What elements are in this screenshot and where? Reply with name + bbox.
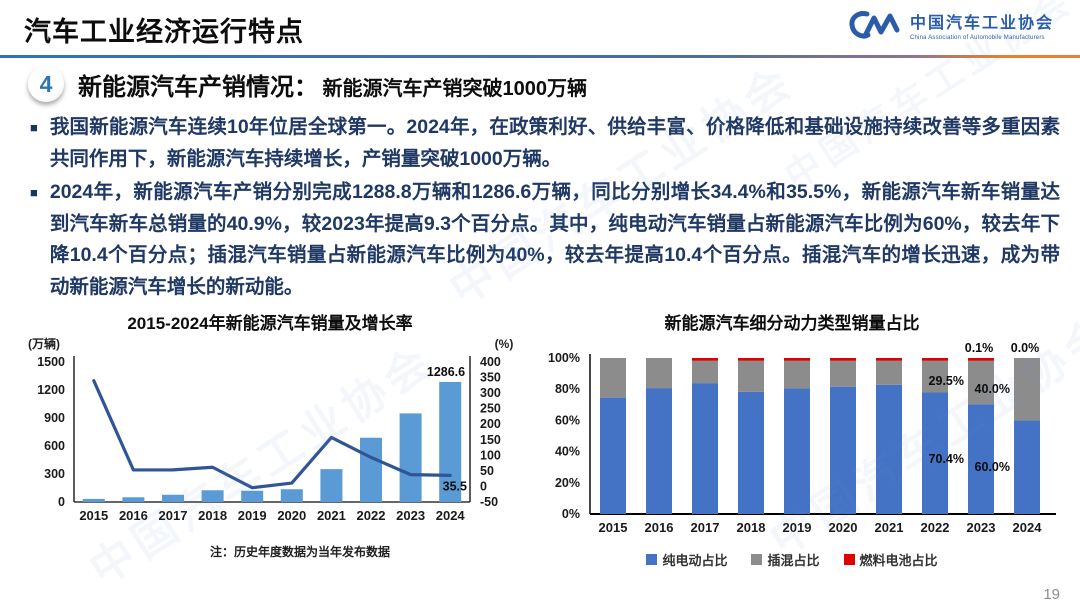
bev-legend-swatch-icon xyxy=(646,554,658,566)
bullet-list: ■ 我国新能源汽车连续10年位居全球第一。2024年，在政策利好、供给丰富、价格… xyxy=(30,112,1060,303)
svg-text:2015: 2015 xyxy=(599,520,628,535)
nev-sales-chart-title: 2015-2024年新能源汽车销量及增长率 xyxy=(127,314,413,334)
fcv-legend-swatch-icon xyxy=(843,554,855,566)
svg-text:2017: 2017 xyxy=(691,520,720,535)
svg-text:300: 300 xyxy=(44,467,65,481)
nev-sales-chart-panel: 2015-2024年新能源汽车销量及增长率 (万辆) (%) 0 300 600 900 1… xyxy=(0,309,522,569)
nev-sales-growth-chart: (万辆) (%)030060090012001500-50050100150200… xyxy=(28,336,514,523)
svg-text:20%: 20% xyxy=(555,476,580,490)
fcv-legend-label: 燃料电池占比 xyxy=(859,553,938,569)
powertrain-share-chart-panel: 新能源汽车细分动力类型销量占比 0% 20% 40% 60% 80% 100% 0.1% 29… xyxy=(522,309,1062,569)
svg-text:80%: 80% xyxy=(555,383,580,397)
section-number-badge: 4 xyxy=(28,66,64,102)
svg-text:50: 50 xyxy=(480,464,494,478)
org-name-cn: 中国汽车工业协会 xyxy=(909,15,1054,33)
bev-legend-label: 纯电动占比 xyxy=(662,553,728,569)
svg-text:1500: 1500 xyxy=(37,355,65,369)
svg-text:2024: 2024 xyxy=(1013,520,1043,535)
svg-text:400: 400 xyxy=(480,355,501,369)
bullet-square-icon: ■ xyxy=(30,185,38,201)
svg-text:2018: 2018 xyxy=(198,508,227,523)
charts-row: 2015-2024年新能源汽车销量及增长率 (万辆) (%) 0 300 600 900 1… xyxy=(0,309,1080,569)
legend-item-bev: 纯电动占比 xyxy=(646,550,727,569)
svg-text:2019: 2019 xyxy=(783,520,812,535)
org-logo-text: 中国汽车工业协会 China Association of Automobile… xyxy=(910,15,1054,41)
svg-text:0: 0 xyxy=(58,495,65,509)
svg-text:2022: 2022 xyxy=(357,508,386,523)
svg-text:300: 300 xyxy=(480,387,501,401)
org-logo: 中国汽车工业协会 China Association of Automobile… xyxy=(849,10,1054,47)
svg-text:70.4%: 70.4% xyxy=(929,453,964,467)
svg-text:1286.6: 1286.6 xyxy=(427,365,465,379)
svg-text:2019: 2019 xyxy=(238,508,267,523)
svg-text:(万辆): (万辆) xyxy=(28,336,60,351)
svg-text:2018: 2018 xyxy=(737,520,766,535)
svg-text:0%: 0% xyxy=(562,507,580,521)
page-number: 19 xyxy=(1043,586,1060,603)
caam-logo-icon xyxy=(849,10,901,47)
section-heading-row: 4 新能源汽车产销情况： 新能源汽车产销突破1000万辆 xyxy=(28,66,1080,102)
org-name-en: China Association of Automobile Manufact… xyxy=(909,35,1045,41)
powertrain-chart-legend: 纯电动占比 插混占比 燃料电池占比 xyxy=(522,550,1062,569)
svg-text:350: 350 xyxy=(480,371,501,385)
section-heading: 新能源汽车产销情况： xyxy=(78,73,318,101)
legend-item-phev: 插混占比 xyxy=(751,550,820,569)
svg-text:2016: 2016 xyxy=(645,520,674,535)
bullet-item: ■ 2024年，新能源汽车产销分别完成1288.8万辆和1286.6万辆，同比分… xyxy=(30,177,1060,303)
svg-text:2016: 2016 xyxy=(119,508,148,523)
section-subheading: 新能源汽车产销突破1000万辆 xyxy=(322,77,587,100)
legend-item-fcv: 燃料电池占比 xyxy=(843,550,938,569)
svg-text:29.5%: 29.5% xyxy=(929,375,964,389)
svg-text:40.0%: 40.0% xyxy=(975,383,1010,397)
svg-text:40%: 40% xyxy=(555,445,580,459)
svg-text:2021: 2021 xyxy=(317,508,346,523)
chart-note: 注：历史年度数据为当年发布数据 xyxy=(209,545,390,560)
svg-text:250: 250 xyxy=(480,402,501,416)
svg-text:2024: 2024 xyxy=(436,508,466,523)
svg-text:60%: 60% xyxy=(555,414,580,428)
svg-text:100%: 100% xyxy=(548,351,580,365)
svg-text:0: 0 xyxy=(480,480,487,494)
svg-text:600: 600 xyxy=(44,439,65,453)
bullet-item: ■ 我国新能源汽车连续10年位居全球第一。2024年，在政策利好、供给丰富、价格… xyxy=(30,112,1060,175)
svg-text:2015: 2015 xyxy=(79,508,108,523)
svg-text:35.5: 35.5 xyxy=(443,480,467,494)
svg-text:150: 150 xyxy=(480,433,501,447)
svg-text:2020: 2020 xyxy=(277,508,306,523)
svg-text:2020: 2020 xyxy=(829,520,858,535)
phev-legend-label: 插混占比 xyxy=(767,553,820,569)
page-title: 汽车工业经济运行特点 xyxy=(24,17,304,47)
svg-text:60.0%: 60.0% xyxy=(975,461,1010,475)
svg-text:2017: 2017 xyxy=(159,508,188,523)
header-divider xyxy=(0,55,1080,58)
svg-text:1200: 1200 xyxy=(37,383,65,397)
svg-text:2022: 2022 xyxy=(921,520,950,535)
phev-legend-swatch-icon xyxy=(751,554,763,566)
svg-text:0.1%: 0.1% xyxy=(965,341,994,355)
svg-text:2021: 2021 xyxy=(875,520,904,535)
svg-text:2023: 2023 xyxy=(967,520,996,535)
svg-text:2023: 2023 xyxy=(396,508,425,523)
bullet-text: 我国新能源汽车连续10年位居全球第一。2024年，在政策利好、供给丰富、价格降低… xyxy=(49,116,1060,170)
svg-text:900: 900 xyxy=(44,411,65,425)
powertrain-chart-title: 新能源汽车细分动力类型销量占比 xyxy=(664,314,920,334)
bullet-square-icon: ■ xyxy=(30,120,38,135)
header: 汽车工业经济运行特点 中国汽车工业协会 China Association of… xyxy=(0,0,1080,58)
powertrain-share-chart: 0% 20% 40% 60% 80% 100% 0.1% 29.5% 70.4% 0.0% 40.0… xyxy=(548,341,1056,535)
svg-text:0.0%: 0.0% xyxy=(1011,341,1040,355)
svg-text:200: 200 xyxy=(480,418,501,432)
svg-text:-50: -50 xyxy=(480,495,498,509)
svg-text:100: 100 xyxy=(480,449,501,463)
bullet-text: 2024年，新能源汽车产销分别完成1288.8万辆和1286.6万辆，同比分别增… xyxy=(49,181,1060,298)
svg-text:(%): (%) xyxy=(495,337,514,351)
